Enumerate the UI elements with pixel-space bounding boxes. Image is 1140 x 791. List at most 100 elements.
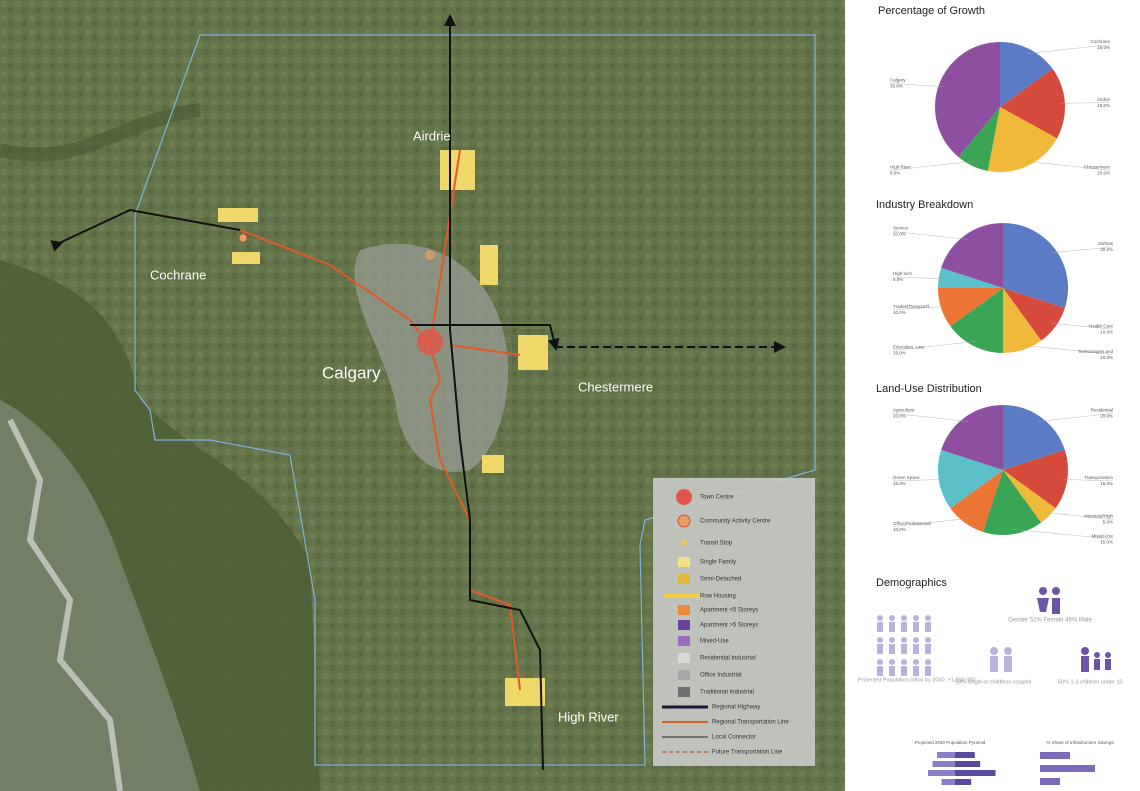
- section-title: Percentage of Growth: [878, 5, 985, 17]
- pie-value-label: 20.0%: [1097, 171, 1110, 176]
- pie-slice: [938, 267, 1003, 288]
- pie-slice: [937, 449, 1003, 509]
- bar: [1040, 752, 1070, 759]
- pie-slice: [1000, 68, 1065, 139]
- pie-label: High River: [890, 165, 912, 170]
- legend-label: Traditional Industrial: [700, 690, 754, 696]
- pie-label: Technologies and: [1078, 349, 1114, 354]
- legend-label: Town Centre: [700, 495, 734, 501]
- pie-slice: [1000, 42, 1053, 107]
- legend-label: Future Transportation Line: [712, 750, 783, 756]
- pie-slice: [941, 405, 1003, 470]
- pie-label: Industrial/High: [1084, 514, 1113, 519]
- people-icons: [877, 615, 1012, 676]
- leader-line: [1051, 246, 1114, 253]
- legend-label: Transit Stop: [700, 541, 733, 547]
- leader-line: [892, 276, 944, 279]
- pie-label: Trades/Transport'l: [893, 304, 929, 309]
- legend-label: Semi-Detached: [700, 577, 741, 583]
- demographic-text: 50% 1-3 children under 10: [1058, 679, 1123, 685]
- leader-line: [1062, 479, 1114, 482]
- pie-value-label: 20.0%: [893, 414, 906, 419]
- pie-label: Education, Law,: [893, 345, 925, 350]
- pie-slice: [935, 42, 1000, 158]
- legend-label: Apartment <5 Storeys: [700, 608, 758, 614]
- legend-swatch: [678, 620, 690, 630]
- leader-line: [1051, 323, 1114, 330]
- leader-line: [1038, 413, 1114, 422]
- leader-line: [1059, 102, 1111, 104]
- leader-line: [892, 413, 968, 422]
- legend-label: Row Housing: [700, 594, 736, 600]
- pie-slice: [941, 223, 1003, 288]
- info-panel: Percentage of Growth Industry Breakdown …: [858, 5, 1123, 745]
- pie-slice: [982, 470, 1042, 535]
- pie-value-label: 10.0%: [1100, 329, 1113, 334]
- pie-label: Green Space: [893, 475, 920, 480]
- bar: [955, 761, 981, 767]
- pie-slice: [1003, 223, 1068, 309]
- legend-label: Regional Transportation Line: [712, 720, 789, 726]
- bar: [937, 752, 955, 758]
- legend-swatch: [681, 540, 687, 546]
- bar: [941, 779, 955, 785]
- leader-line: [1045, 512, 1114, 520]
- legend-label: Office Industrial: [700, 673, 742, 679]
- pie-value-label: 15.0%: [1100, 539, 1113, 544]
- pie-value-label: 5.0%: [1103, 520, 1113, 525]
- chart-title: % Share of Infrastructure Savings: [1046, 740, 1114, 745]
- town-label: High River: [558, 709, 619, 724]
- pie-value-label: 39.0%: [890, 83, 903, 88]
- leader-line: [892, 231, 968, 240]
- pie-label: Cochrane: [1090, 39, 1110, 44]
- section-title: Demographics: [876, 577, 947, 589]
- pie-slice: [950, 288, 1003, 353]
- town-label: Cochrane: [150, 267, 206, 282]
- demographic-text: Gender 51% Female 49% Male: [1008, 618, 1092, 624]
- leader-line: [1025, 161, 1111, 171]
- pie-slice: [1003, 470, 1056, 523]
- legend: Town Centre Community Activity Centre Tran…: [653, 478, 815, 766]
- pie-value-label: 10.0%: [893, 527, 906, 532]
- pie-value-label: 30.0%: [1100, 247, 1113, 252]
- leader-line: [892, 306, 946, 310]
- leader-line: [889, 161, 975, 171]
- bar: [928, 770, 955, 776]
- pie-value-label: 15.0%: [1100, 481, 1113, 486]
- pie-slice: [1003, 288, 1065, 341]
- pie-value-label: 20.0%: [893, 232, 906, 237]
- pie-slice: [1003, 449, 1068, 509]
- legend-swatch: [678, 653, 690, 663]
- pie-label: Service: [893, 226, 909, 231]
- pie-value-label: 15.0%: [893, 351, 906, 356]
- legend-swatch: [678, 687, 690, 697]
- legend-label: Apartment >5 Storeys: [700, 623, 758, 629]
- legend-swatch: [678, 557, 690, 567]
- legend-label: Mixed-Use: [700, 639, 729, 645]
- pie-value-label: 5.0%: [893, 277, 903, 282]
- pie-label: Mixed-Use: [1091, 533, 1113, 538]
- leader-line: [1021, 344, 1114, 355]
- pie-label: Calgary: [890, 77, 906, 82]
- legend-swatch: [678, 670, 690, 680]
- pie-value-label: 15.0%: [893, 481, 906, 486]
- pie-label: High tech: [893, 271, 913, 276]
- town-label: Calgary: [322, 363, 381, 382]
- pie-label: Agriculture: [893, 408, 915, 413]
- town-label: Chestermere: [578, 379, 653, 394]
- bar: [955, 752, 975, 758]
- pie-label: Office/Professional: [893, 521, 931, 526]
- bar: [955, 779, 972, 785]
- town-label: Airdrie: [413, 128, 451, 143]
- people-icons: [1037, 587, 1111, 672]
- section-title: Industry Breakdown: [876, 199, 973, 211]
- legend-swatch: [678, 636, 690, 646]
- demographic-text: Projected Population Influx by 2040: +1,…: [858, 677, 975, 683]
- legend-swatch: [664, 594, 700, 598]
- pie-label: Oil/Gas: [1098, 241, 1114, 246]
- pie-value-label: 18.0%: [1097, 103, 1110, 108]
- legend-label: Regional Highway: [712, 705, 760, 711]
- pie-label: Transportation: [1084, 475, 1113, 480]
- leader-line: [892, 479, 944, 482]
- leader-line: [892, 518, 968, 527]
